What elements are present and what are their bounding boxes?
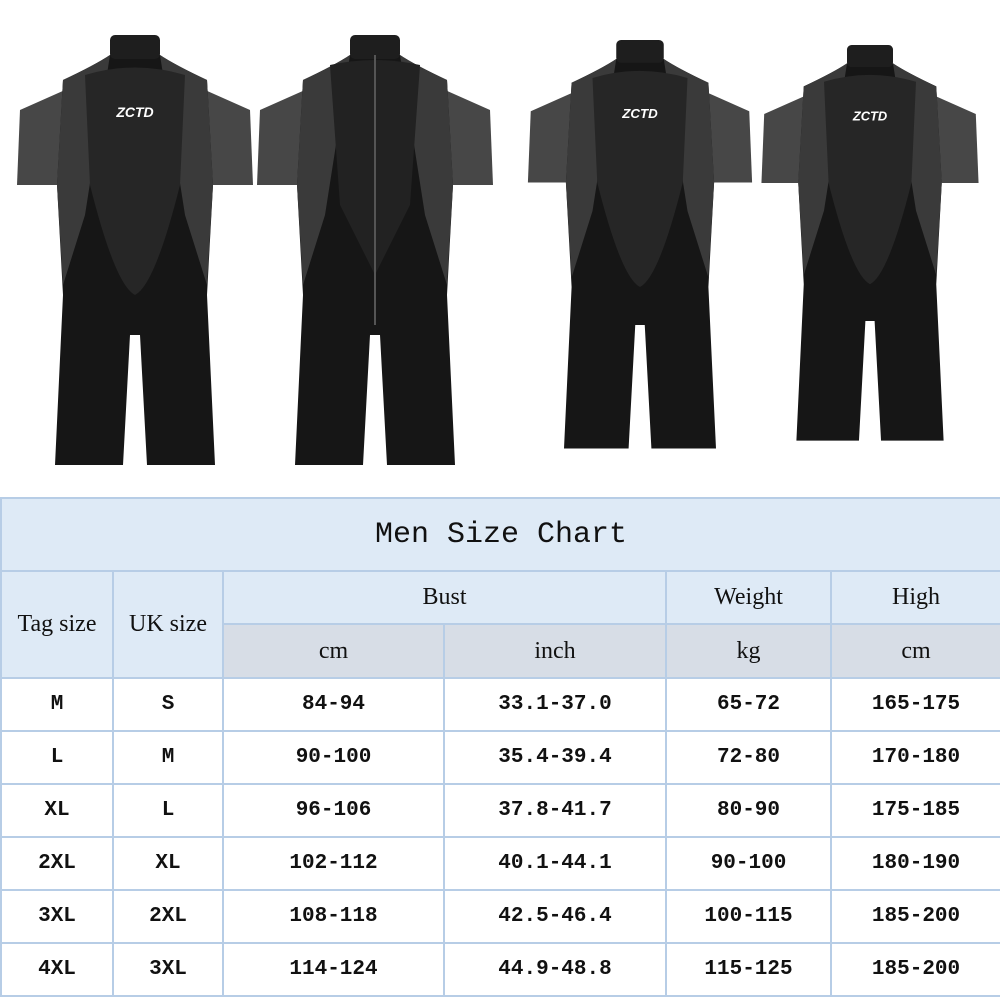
cell-bust-inch: 42.5-46.4 <box>443 889 667 944</box>
header-weight-kg: kg <box>665 623 832 679</box>
cell-tag-size: XL <box>0 783 114 838</box>
cell-weight-kg: 90-100 <box>665 836 832 891</box>
cell-uk-size: 2XL <box>112 889 224 944</box>
header-high-cm: cm <box>829 623 1000 679</box>
size-chart-title: Men Size Chart <box>0 497 1000 572</box>
cell-high-cm: 180-190 <box>829 836 1000 891</box>
header-weight: Weight <box>665 570 832 625</box>
cell-uk-size: M <box>112 730 224 785</box>
cell-uk-size: 3XL <box>112 942 224 997</box>
cell-bust-cm: 108-118 <box>222 889 445 944</box>
svg-text:ZCTD: ZCTD <box>621 106 658 121</box>
header-high: High <box>829 570 1000 625</box>
cell-tag-size: 2XL <box>0 836 114 891</box>
wetsuit-front-3: ZCTD <box>761 45 979 441</box>
table-row: 3XL 2XL 108-118 42.5-46.4 100-115 185-200 <box>0 889 1000 944</box>
wetsuit-back <box>257 35 493 465</box>
table-row: M S 84-94 33.1-37.0 65-72 165-175 <box>0 677 1000 732</box>
cell-bust-cm: 84-94 <box>222 677 445 732</box>
table-row: 4XL 3XL 114-124 44.9-48.8 115-125 185-200 <box>0 942 1000 997</box>
cell-bust-cm: 114-124 <box>222 942 445 997</box>
cell-bust-cm: 90-100 <box>222 730 445 785</box>
cell-high-cm: 185-200 <box>829 942 1000 997</box>
table-row: L M 90-100 35.4-39.4 72-80 170-180 <box>0 730 1000 785</box>
cell-tag-size: 3XL <box>0 889 114 944</box>
cell-high-cm: 175-185 <box>829 783 1000 838</box>
header-tag-size: Tag size <box>0 570 114 679</box>
cell-tag-size: 4XL <box>0 942 114 997</box>
wetsuit-front-2: ZCTD <box>527 40 753 449</box>
cell-high-cm: 165-175 <box>829 677 1000 732</box>
cell-high-cm: 170-180 <box>829 730 1000 785</box>
cell-uk-size: XL <box>112 836 224 891</box>
size-chart-table: Men Size Chart Tag size UK size Bust Wei… <box>0 497 1000 997</box>
cell-weight-kg: 80-90 <box>665 783 832 838</box>
cell-bust-cm: 96-106 <box>222 783 445 838</box>
cell-uk-size: L <box>112 783 224 838</box>
header-bust: Bust <box>222 570 667 625</box>
wetsuit-front-1: ZCTD <box>17 35 253 465</box>
cell-weight-kg: 100-115 <box>665 889 832 944</box>
cell-bust-inch: 44.9-48.8 <box>443 942 667 997</box>
cell-weight-kg: 115-125 <box>665 942 832 997</box>
cell-weight-kg: 65-72 <box>665 677 832 732</box>
header-bust-inch: inch <box>443 623 667 679</box>
cell-uk-size: S <box>112 677 224 732</box>
cell-high-cm: 185-200 <box>829 889 1000 944</box>
header-bust-cm: cm <box>222 623 445 679</box>
cell-bust-inch: 40.1-44.1 <box>443 836 667 891</box>
header-uk-size: UK size <box>112 570 224 679</box>
cell-weight-kg: 72-80 <box>665 730 832 785</box>
cell-bust-inch: 35.4-39.4 <box>443 730 667 785</box>
table-row: XL L 96-106 37.8-41.7 80-90 175-185 <box>0 783 1000 838</box>
cell-tag-size: M <box>0 677 114 732</box>
table-row: 2XL XL 102-112 40.1-44.1 90-100 180-190 <box>0 836 1000 891</box>
cell-bust-inch: 33.1-37.0 <box>443 677 667 732</box>
cell-bust-cm: 102-112 <box>222 836 445 891</box>
cell-tag-size: L <box>0 730 114 785</box>
brand-logo: ZCTD <box>115 104 153 120</box>
cell-bust-inch: 37.8-41.7 <box>443 783 667 838</box>
wetsuit-photos: ZCTD ZCTD ZCTD <box>17 35 979 465</box>
svg-text:ZCTD: ZCTD <box>852 108 887 123</box>
